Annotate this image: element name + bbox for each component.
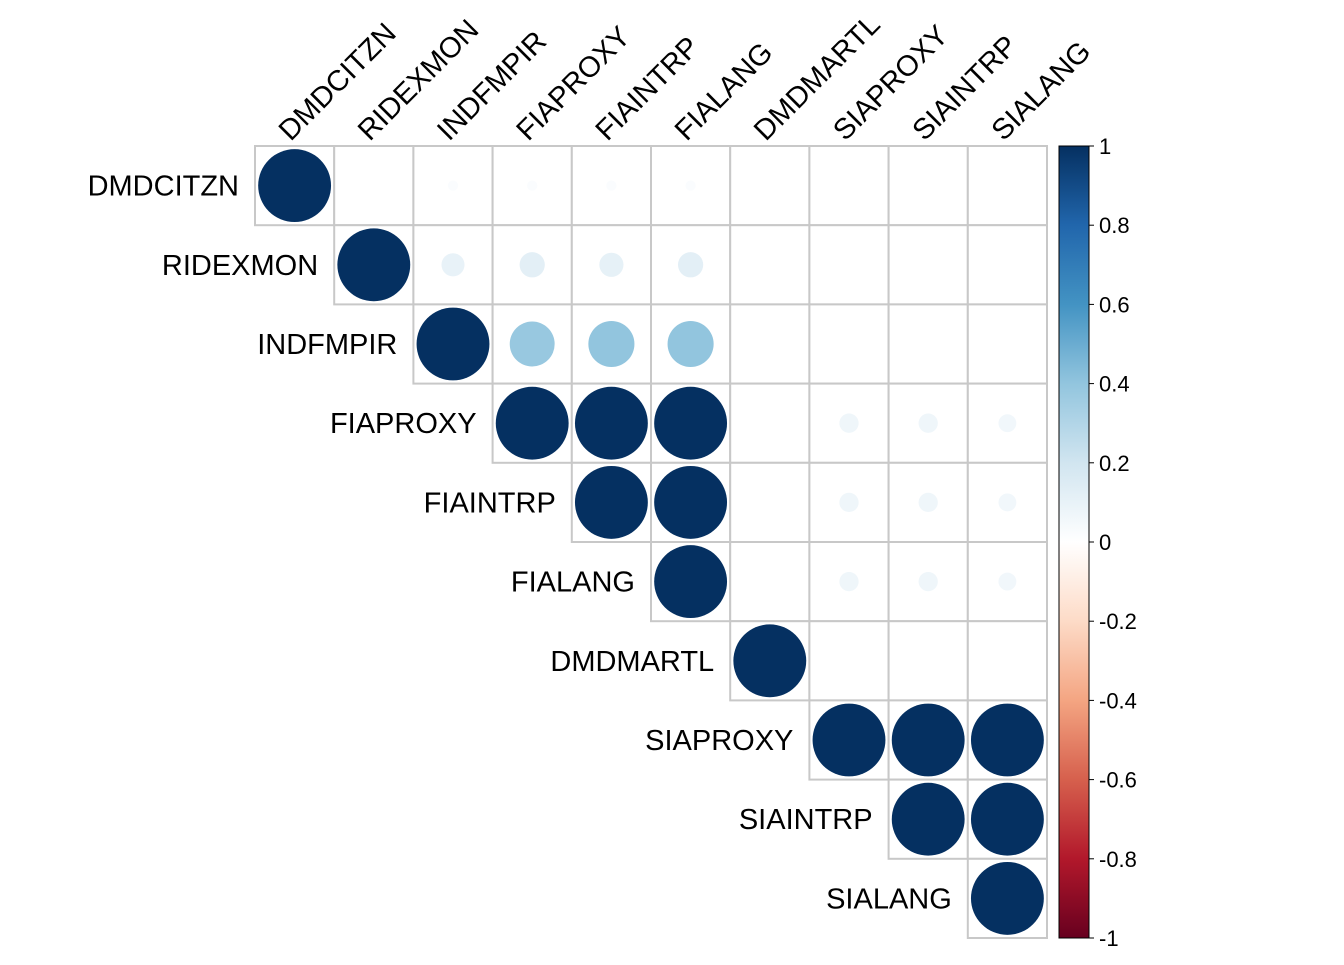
- corr-circle-dmdcitzn-fialang: [685, 180, 696, 191]
- row-label-fialang: FIALANG: [511, 567, 635, 599]
- color-legend-tick-label: -0.2: [1099, 609, 1137, 634]
- color-legend-tick-label: -0.6: [1099, 768, 1137, 793]
- row-label-indfmpir: INDFMPIR: [257, 329, 397, 361]
- cell-dmdmartl-siaproxy: [808, 620, 890, 702]
- color-legend-tick-label: 0.6: [1099, 292, 1130, 317]
- row-label-siaintrp: SIAINTRP: [739, 804, 873, 836]
- cell-dmdcitzn-dmdmartl: [729, 145, 811, 227]
- cell-ridexmon-siaproxy: [808, 224, 890, 306]
- row-label-siaproxy: SIAPROXY: [645, 725, 793, 757]
- cell-fiaintrp-dmdmartl: [729, 461, 811, 543]
- column-labels: DMDCITZNRIDEXMONINDFMPIRFIAPROXYFIAINTRP…: [273, 8, 1097, 146]
- cell-ridexmon-sialang: [966, 224, 1048, 306]
- corr-circle-fialang-siaintrp: [918, 571, 938, 592]
- corr-circle-sialang-sialang: [970, 861, 1044, 935]
- corr-circle-fiaproxy-siaintrp: [918, 413, 938, 433]
- corr-circle-dmdcitzn-dmdcitzn: [258, 149, 332, 223]
- corr-circle-fiaintrp-sialang: [998, 493, 1017, 512]
- corr-circle-indfmpir-indfmpir: [416, 307, 490, 381]
- color-legend-tick-label: 1: [1099, 134, 1111, 159]
- corr-circle-ridexmon-fiaproxy: [519, 252, 545, 278]
- corr-circle-fiaintrp-fialang: [654, 465, 728, 539]
- cell-ridexmon-dmdmartl: [729, 224, 811, 306]
- cell-indfmpir-sialang: [966, 303, 1048, 385]
- row-label-sialang: SIALANG: [826, 883, 952, 915]
- row-labels: DMDCITZN RIDEXMON INDFMPIR FIAPROXY FIAINTRP…: [88, 171, 952, 916]
- cell-indfmpir-dmdmartl: [729, 303, 811, 385]
- cell-fiaproxy-dmdmartl: [729, 382, 811, 464]
- cell-dmdmartl-siaintrp: [887, 620, 969, 702]
- row-label-fiaintrp: FIAINTRP: [424, 487, 556, 519]
- corr-circle-fialang-siaproxy: [839, 571, 859, 592]
- corr-circle-fiaproxy-sialang: [998, 414, 1017, 433]
- corr-circle-siaproxy-sialang: [970, 703, 1044, 777]
- corr-circle-fiaproxy-siaproxy: [839, 413, 859, 433]
- corr-circle-fialang-fialang: [654, 545, 728, 619]
- cell-dmdcitzn-siaproxy: [808, 145, 890, 227]
- cell-indfmpir-fiaintrp: [570, 303, 652, 385]
- corr-circle-fiaintrp-siaproxy: [839, 492, 859, 513]
- corr-circle-dmdcitzn-fiaintrp: [606, 180, 617, 191]
- row-label-dmdcitzn: DMDCITZN: [88, 171, 239, 203]
- corr-circle-indfmpir-fialang: [667, 320, 714, 368]
- cell-fialang-dmdmartl: [729, 541, 811, 623]
- cell-indfmpir-siaintrp: [887, 303, 969, 385]
- corr-circle-siaproxy-siaintrp: [891, 703, 965, 777]
- cell-indfmpir-siaproxy: [808, 303, 890, 385]
- corr-circle-fiaintrp-siaintrp: [918, 492, 938, 513]
- color-legend-tick-label: -0.4: [1099, 688, 1137, 713]
- corr-circle-indfmpir-fiaintrp: [588, 320, 635, 368]
- color-legend-tick-label: 0.8: [1099, 213, 1130, 238]
- corr-circle-ridexmon-fiaintrp: [599, 252, 624, 277]
- cell-dmdcitzn-ridexmon: [333, 145, 415, 227]
- color-legend-tick-label: 0.2: [1099, 451, 1130, 476]
- cell-dmdmartl-sialang: [966, 620, 1048, 702]
- row-label-fiaproxy: FIAPROXY: [330, 408, 477, 440]
- row-label-ridexmon: RIDEXMON: [162, 250, 318, 282]
- corr-circle-dmdcitzn-fiaproxy: [527, 180, 538, 191]
- corr-circle-siaintrp-sialang: [970, 782, 1044, 856]
- color-legend-bar: [1058, 145, 1090, 939]
- cell-dmdcitzn-siaintrp: [887, 145, 969, 227]
- color-legend-tick-label: 0: [1099, 530, 1111, 555]
- corr-circle-ridexmon-fialang: [677, 252, 704, 278]
- corr-circle-fialang-sialang: [998, 572, 1017, 591]
- correlation-circles: [258, 149, 1044, 935]
- corr-circle-ridexmon-indfmpir: [441, 253, 465, 277]
- corr-circle-ridexmon-ridexmon: [337, 228, 411, 302]
- corr-circle-siaproxy-siaproxy: [812, 703, 886, 777]
- corr-circle-fiaproxy-fiaintrp: [574, 386, 648, 460]
- color-legend: 1 0.8 0.6 0.4 0.2 0 -0.2 -0.4 -0.6 -0.8 -1: [1058, 134, 1137, 951]
- corr-circle-dmdmartl-dmdmartl: [733, 624, 807, 698]
- cell-ridexmon-fiaintrp: [570, 224, 652, 306]
- cell-ridexmon-siaintrp: [887, 224, 969, 306]
- row-label-dmdmartl: DMDMARTL: [550, 646, 714, 678]
- cell-dmdcitzn-sialang: [966, 145, 1048, 227]
- corr-circle-fiaproxy-fiaproxy: [495, 386, 569, 460]
- color-legend-tick-label: -1: [1099, 926, 1119, 951]
- corr-circle-fiaintrp-fiaintrp: [574, 465, 648, 539]
- corr-circle-fiaproxy-fialang: [654, 386, 728, 460]
- color-legend-tick-label: 0.4: [1099, 372, 1130, 397]
- color-legend-tick-label: -0.8: [1099, 847, 1137, 872]
- corr-circle-indfmpir-fiaproxy: [509, 321, 555, 367]
- corr-circle-siaintrp-siaintrp: [891, 782, 965, 856]
- corr-circle-dmdcitzn-indfmpir: [447, 180, 459, 191]
